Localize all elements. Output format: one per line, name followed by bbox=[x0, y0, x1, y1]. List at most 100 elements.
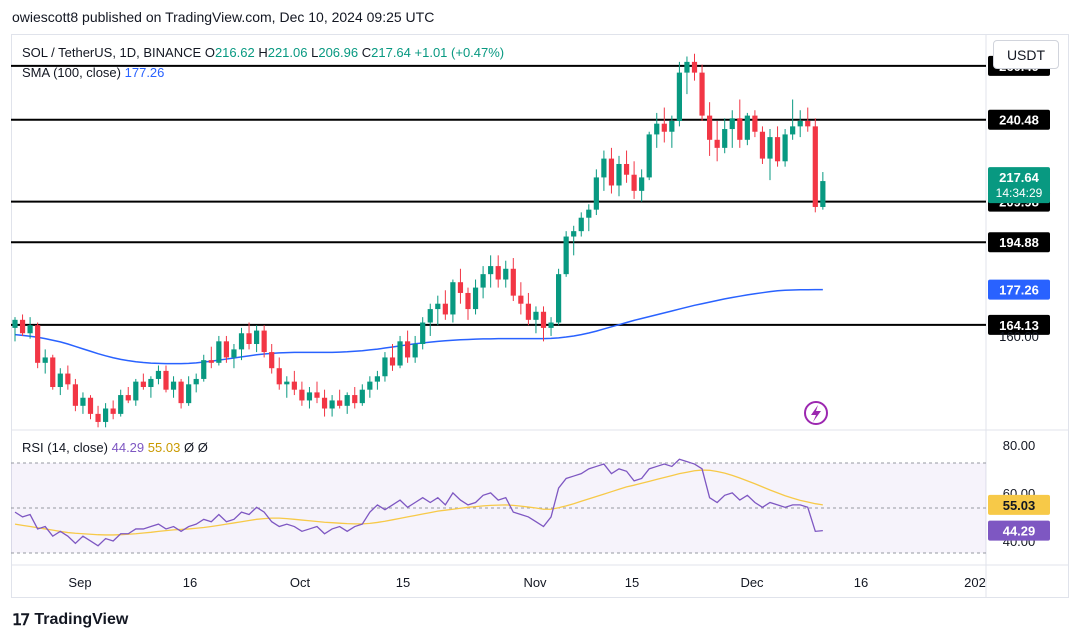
candle-body bbox=[382, 357, 388, 377]
candle-body bbox=[163, 370, 169, 390]
candle-body bbox=[737, 118, 743, 140]
candle-body bbox=[216, 341, 222, 363]
sma-tag: 177.26 bbox=[999, 283, 1039, 298]
candle-body bbox=[269, 352, 275, 369]
candle-body bbox=[820, 181, 826, 207]
current-price-bg bbox=[988, 167, 1050, 204]
high-value: 221.06 bbox=[267, 45, 308, 60]
candle-body bbox=[72, 384, 78, 406]
tv-logo-icon: 𝟣𝟩 bbox=[12, 612, 30, 629]
candle-body bbox=[593, 177, 599, 210]
candle-body bbox=[261, 330, 267, 353]
candle-body bbox=[488, 266, 494, 275]
lightning-icon[interactable] bbox=[804, 401, 828, 425]
rsi-line-group bbox=[14, 458, 823, 547]
candle-body bbox=[125, 395, 131, 401]
candle-body bbox=[518, 295, 524, 304]
candle-body bbox=[95, 413, 101, 422]
time-tick: Dec bbox=[740, 575, 764, 590]
candle-body bbox=[140, 381, 146, 388]
candle-body bbox=[722, 129, 728, 148]
low-value: 206.96 bbox=[318, 45, 359, 60]
candle-body bbox=[442, 303, 448, 315]
candle-body bbox=[110, 408, 116, 414]
open-label: O bbox=[204, 45, 215, 60]
candle-body bbox=[759, 131, 766, 159]
candle-body bbox=[812, 126, 818, 207]
candle-body bbox=[359, 389, 365, 404]
open-value: 216.62 bbox=[214, 45, 255, 60]
candle-body bbox=[457, 282, 464, 293]
candle-body bbox=[729, 118, 735, 130]
high-label: H bbox=[258, 45, 268, 60]
rsi-ma-tag-bg bbox=[988, 494, 1050, 515]
candle-body bbox=[314, 392, 320, 398]
candles-group bbox=[12, 53, 826, 428]
candle-body bbox=[306, 392, 313, 401]
change-value: +1.01 (+0.47%) bbox=[414, 45, 505, 60]
candle-body bbox=[676, 72, 682, 121]
candle-body bbox=[337, 400, 343, 406]
candle-body bbox=[752, 115, 758, 132]
tradingview-logo[interactable]: 𝟣𝟩 TradingView bbox=[12, 610, 128, 630]
candle-body bbox=[65, 373, 71, 385]
candle-body bbox=[782, 134, 788, 162]
candle-body bbox=[80, 397, 86, 406]
time-tick: Sep bbox=[68, 575, 91, 590]
chart-frame[interactable] bbox=[11, 34, 1069, 598]
candle-body bbox=[397, 341, 403, 366]
symbol-name[interactable]: SOL / TetherUS, 1D, BINANCE bbox=[22, 45, 202, 60]
candle-body bbox=[744, 115, 750, 140]
candle-body bbox=[352, 395, 358, 404]
candle-body bbox=[563, 236, 569, 275]
candle-body bbox=[699, 72, 705, 116]
candle-body bbox=[684, 61, 690, 73]
sma-label[interactable]: SMA (100, close) bbox=[22, 65, 121, 80]
candle-body bbox=[540, 311, 547, 328]
rsi-legend: RSI (14, close) 44.29 55.03 Ø Ø bbox=[22, 440, 208, 455]
candle-body bbox=[503, 268, 509, 280]
candle-body bbox=[525, 303, 531, 320]
candle-body bbox=[367, 381, 373, 390]
candle-body bbox=[155, 370, 162, 379]
candle-body bbox=[767, 137, 773, 159]
candle-body bbox=[533, 311, 539, 320]
candle-body bbox=[329, 400, 335, 409]
candle-body bbox=[420, 322, 426, 345]
candle-body bbox=[774, 137, 781, 162]
candle-body bbox=[805, 120, 811, 127]
candle-body bbox=[344, 395, 350, 406]
candle-body bbox=[472, 287, 479, 310]
time-tick: 202 bbox=[964, 575, 986, 590]
candle-body bbox=[374, 376, 380, 382]
candle-body bbox=[238, 333, 245, 350]
candle-body bbox=[12, 319, 18, 328]
candle-body bbox=[299, 389, 305, 401]
current-price-tag: 217.64 bbox=[999, 170, 1040, 185]
candle-body bbox=[790, 126, 796, 135]
candle-body bbox=[291, 381, 297, 390]
rsi-extra-1: Ø bbox=[183, 440, 195, 455]
candle-body bbox=[450, 282, 456, 315]
candle-body bbox=[435, 303, 441, 310]
publisher-line: owiescott8 published on TradingView.com,… bbox=[12, 9, 435, 25]
candle-body bbox=[548, 322, 554, 328]
candle-body bbox=[797, 120, 803, 127]
candle-body bbox=[639, 177, 645, 191]
sma-tag-bg bbox=[988, 279, 1050, 300]
candle-body bbox=[646, 134, 652, 178]
candle-body bbox=[586, 209, 592, 218]
low-label: L bbox=[311, 45, 319, 60]
candle-body bbox=[246, 333, 252, 345]
candle-body bbox=[465, 292, 471, 310]
candle-body bbox=[42, 357, 48, 363]
candle-body bbox=[608, 158, 615, 186]
rsi-line bbox=[14, 458, 823, 547]
footer-brand: TradingView bbox=[34, 611, 129, 628]
candle-body bbox=[103, 408, 109, 422]
candle-body bbox=[276, 368, 282, 385]
rsi-ma-line bbox=[14, 469, 823, 536]
currency-button[interactable]: USDT bbox=[993, 40, 1059, 69]
rsi-label[interactable]: RSI (14, close) bbox=[22, 440, 108, 455]
